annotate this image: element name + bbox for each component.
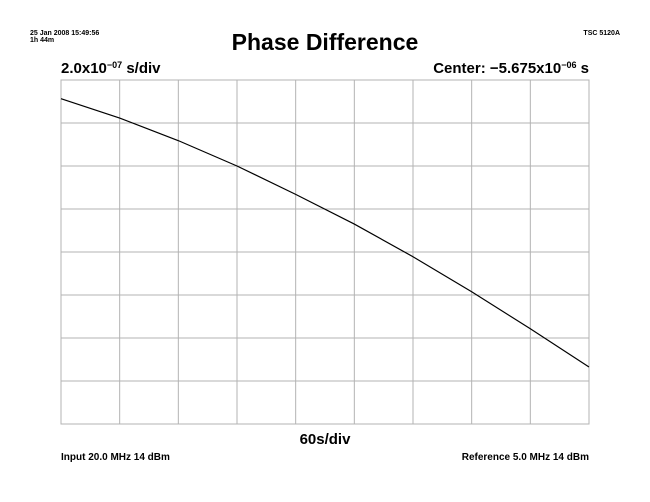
- plot-grid: [61, 80, 589, 424]
- plot-frame: [60, 79, 590, 425]
- instrument-model: TSC 5120A: [583, 30, 620, 37]
- chart-title: Phase Difference: [231, 29, 419, 55]
- center-unit: s: [576, 60, 589, 77]
- timestamp: 25 Jan 2008 15:49:56: [30, 30, 100, 37]
- center-prefix: Center: −5.675x10: [433, 60, 562, 77]
- y-scale-mantissa: 2.0x10: [61, 60, 107, 77]
- x-scale-label: 60s/div: [299, 431, 351, 448]
- elapsed-time: 1h 44m: [30, 37, 55, 44]
- center-value-label: Center: −5.675x10−06 s: [433, 60, 589, 77]
- phase-trace: [60, 98, 590, 368]
- reference-signal-info: Reference 5.0 MHz 14 dBm: [461, 452, 589, 463]
- center-exponent: −06: [561, 60, 577, 70]
- y-scale-exponent: −07: [106, 60, 123, 70]
- input-signal-info: Input 20.0 MHz 14 dBm: [61, 452, 170, 463]
- y-scale-label: 2.0x10−07 s/div: [61, 60, 161, 77]
- y-scale-unit: s/div: [122, 60, 161, 77]
